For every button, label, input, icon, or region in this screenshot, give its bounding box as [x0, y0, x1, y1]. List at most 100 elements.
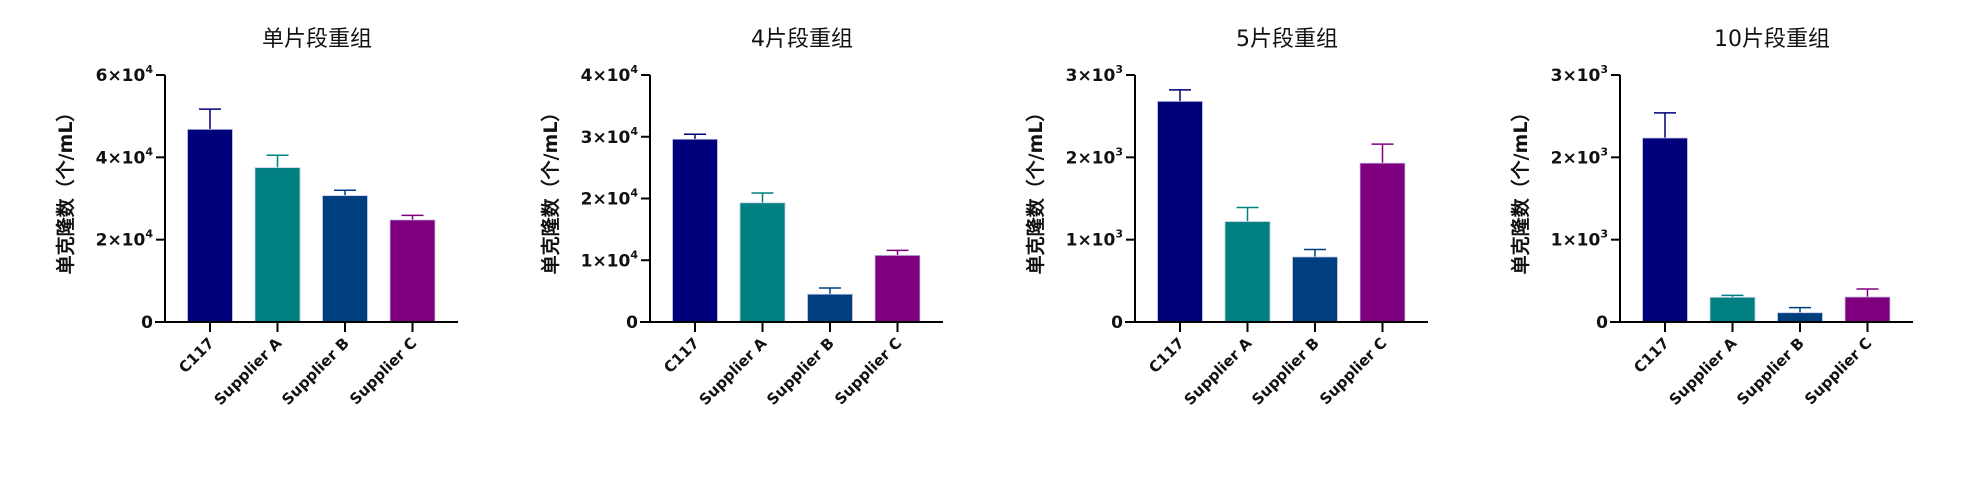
y-tick-times-ten: ×10 — [107, 231, 145, 251]
y-tick-exponent: 4 — [630, 248, 638, 261]
y-tick-label: 0 — [141, 313, 153, 333]
y-tick-exponent: 3 — [1115, 228, 1123, 241]
x-tick-label: C117 — [1145, 334, 1188, 377]
y-tick-mantissa: 0 — [1111, 313, 1123, 333]
y-tick-label: 3×104 — [581, 125, 639, 148]
chart-title: 10片段重组 — [1714, 27, 1830, 52]
y-tick-exponent: 3 — [1600, 228, 1608, 241]
bar-c117 — [1157, 100, 1203, 323]
y-tick-label: 4×104 — [581, 63, 639, 86]
y-tick-mantissa: 6 — [96, 66, 108, 86]
y-tick-mantissa: 3 — [581, 128, 593, 148]
y-tick-mantissa: 0 — [626, 313, 638, 333]
chart-title: 4片段重组 — [751, 27, 853, 52]
y-tick-label: 0 — [626, 313, 638, 333]
bar-supplier-c — [1359, 162, 1406, 323]
x-tick-label: Supplier A — [1181, 334, 1256, 409]
y-tick-times-ten: ×10 — [592, 66, 630, 86]
chart-title: 5片段重组 — [1236, 27, 1338, 52]
y-tick-label: 1×104 — [581, 248, 639, 271]
y-tick-mantissa: 0 — [1596, 313, 1608, 333]
y-tick-label: 0 — [1111, 313, 1123, 333]
bar-supplier-c — [874, 254, 921, 323]
y-tick-exponent: 4 — [630, 63, 638, 76]
bar-c117 — [672, 138, 718, 323]
y-tick-exponent: 4 — [145, 145, 153, 158]
y-tick-exponent: 3 — [1115, 63, 1123, 76]
y-tick-label: 0 — [1596, 313, 1608, 333]
y-axis-label: 单克隆数（个/mL） — [539, 103, 562, 275]
y-tick-label: 3×103 — [1551, 63, 1608, 86]
x-tick-label: Supplier A — [696, 334, 771, 409]
y-tick-mantissa: 4 — [581, 66, 593, 86]
bar-supplier-b — [1777, 312, 1823, 323]
y-tick-label: 4×104 — [96, 145, 154, 168]
x-tick-label: Supplier B — [278, 334, 353, 409]
y-tick-times-ten: ×10 — [1562, 148, 1600, 168]
bar-supplier-c — [1844, 296, 1891, 323]
y-tick-exponent: 4 — [630, 125, 638, 138]
x-tick-label: Supplier A — [1666, 334, 1741, 409]
x-tick-label: Supplier B — [763, 334, 838, 409]
y-axis-label: 单克隆数（个/mL） — [54, 103, 77, 275]
y-tick-exponent: 3 — [1115, 145, 1123, 158]
y-axis-label: 单克隆数（个/mL） — [1509, 103, 1532, 275]
bar-supplier-a — [1224, 221, 1271, 323]
x-tick-label: Supplier B — [1248, 334, 1323, 409]
x-tick-label: C117 — [660, 334, 703, 377]
bar-supplier-b — [322, 195, 368, 323]
y-tick-exponent: 4 — [630, 187, 638, 200]
bar-supplier-b — [807, 293, 853, 323]
y-tick-label: 1×103 — [1066, 228, 1123, 251]
y-tick-label: 2×103 — [1066, 145, 1123, 168]
bar-c117 — [1642, 137, 1688, 323]
x-tick-label: Supplier C — [346, 334, 420, 408]
x-tick-label: Supplier C — [1801, 334, 1875, 408]
y-tick-mantissa: 0 — [141, 313, 153, 333]
y-tick-label: 1×103 — [1551, 228, 1608, 251]
y-tick-mantissa: 1 — [1551, 231, 1563, 251]
y-tick-times-ten: ×10 — [592, 128, 630, 148]
y-tick-mantissa: 2 — [1551, 148, 1563, 168]
y-tick-label: 2×103 — [1551, 145, 1608, 168]
y-tick-exponent: 4 — [145, 63, 153, 76]
y-tick-times-ten: ×10 — [1077, 231, 1115, 251]
y-tick-label: 2×104 — [96, 228, 154, 251]
y-tick-times-ten: ×10 — [1077, 66, 1115, 86]
y-tick-times-ten: ×10 — [1562, 231, 1600, 251]
bar-supplier-a — [739, 202, 786, 323]
y-tick-times-ten: ×10 — [1077, 148, 1115, 168]
y-tick-exponent: 3 — [1600, 63, 1608, 76]
x-tick-label: Supplier C — [1316, 334, 1390, 408]
x-tick-label: C117 — [175, 334, 218, 377]
y-tick-mantissa: 4 — [96, 148, 108, 168]
y-tick-exponent: 3 — [1600, 145, 1608, 158]
x-tick-label: C117 — [1630, 334, 1673, 377]
chart-title: 单片段重组 — [262, 27, 372, 52]
y-tick-mantissa: 2 — [1066, 148, 1078, 168]
y-tick-label: 2×104 — [581, 187, 639, 210]
bar-supplier-b — [1292, 256, 1338, 323]
y-tick-mantissa: 1 — [1066, 231, 1078, 251]
y-tick-mantissa: 2 — [96, 231, 108, 251]
y-tick-times-ten: ×10 — [107, 148, 145, 168]
y-tick-times-ten: ×10 — [107, 66, 145, 86]
y-tick-mantissa: 1 — [581, 251, 593, 271]
x-tick-label: Supplier A — [211, 334, 286, 409]
bar-c117 — [187, 128, 233, 323]
bar-supplier-a — [1709, 296, 1756, 323]
y-tick-times-ten: ×10 — [592, 190, 630, 210]
y-axis-label: 单克隆数（个/mL） — [1024, 103, 1047, 275]
y-tick-label: 3×103 — [1066, 63, 1123, 86]
bar-supplier-c — [389, 219, 436, 323]
y-tick-mantissa: 3 — [1551, 66, 1563, 86]
y-tick-times-ten: ×10 — [592, 251, 630, 271]
x-tick-label: Supplier C — [831, 334, 905, 408]
y-tick-exponent: 4 — [145, 228, 153, 241]
x-tick-label: Supplier B — [1733, 334, 1808, 409]
